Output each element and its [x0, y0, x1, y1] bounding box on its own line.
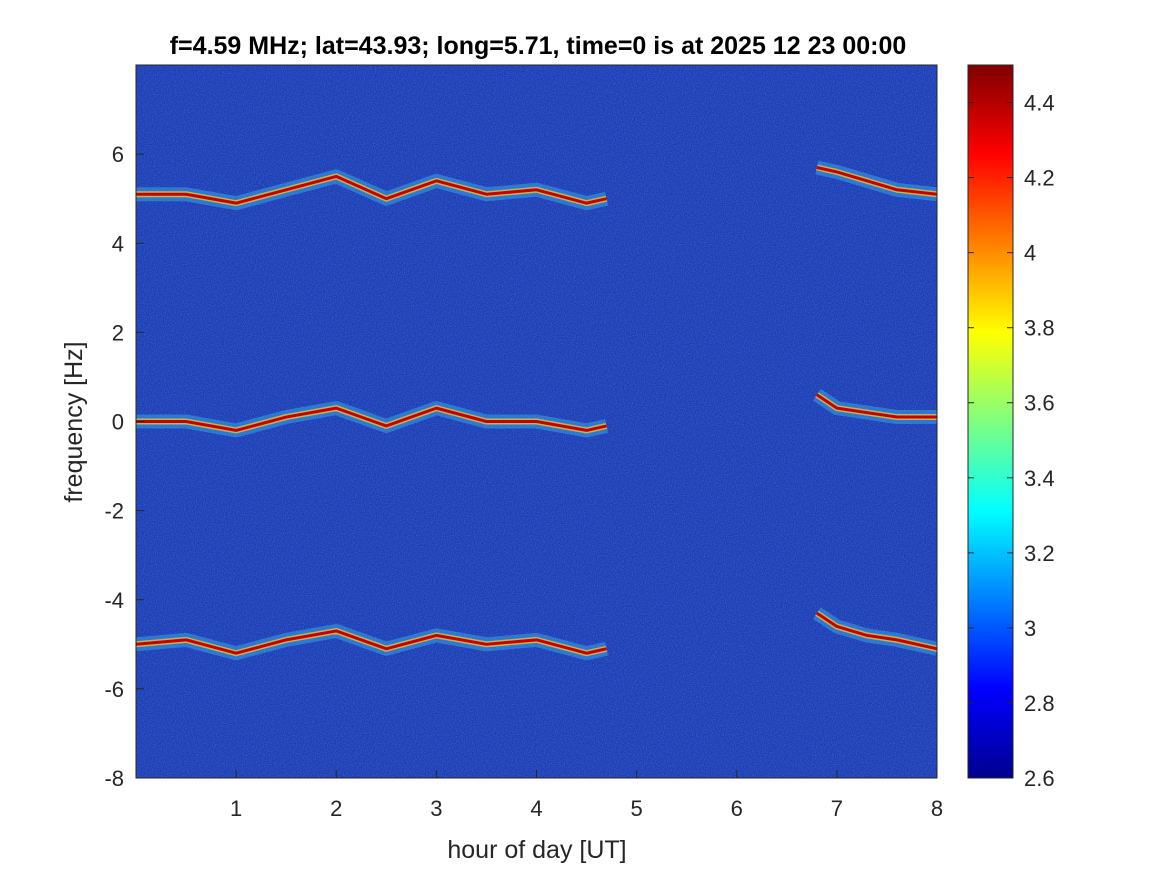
colorbar-ticks: 2.6 2.8 3 3.2 3.4 3.6 3.8 4 4.2 4.4: [968, 91, 1055, 791]
y-axis-label: frequency [Hz]: [60, 341, 88, 502]
x-tick-label: 1: [230, 796, 242, 821]
colorbar: [967, 64, 1014, 779]
colorbar-tick-label: 4: [1024, 241, 1036, 266]
x-tick-label: 8: [931, 796, 943, 821]
colorbar-tick-label: 2.8: [1024, 691, 1055, 716]
colorbar-tick-label: 4.4: [1024, 91, 1055, 116]
trace-line: [136, 629, 607, 655]
colorbar-tick-label: 3.6: [1024, 391, 1055, 416]
x-tick-label: 5: [631, 796, 643, 821]
y-tick-label: 0: [112, 410, 124, 435]
trace-line: [136, 406, 607, 432]
y-tick-label: -6: [104, 677, 124, 702]
colorbar-tick-label: 3.8: [1024, 316, 1055, 341]
y-tick-label: -2: [104, 499, 124, 524]
x-tick-label: 6: [731, 796, 743, 821]
x-tick-label: 3: [430, 796, 442, 821]
trace-line: [816, 166, 937, 196]
colorbar-tick-label: 3.4: [1024, 466, 1055, 491]
trace-line: [816, 611, 937, 651]
x-tick-label: 4: [530, 796, 542, 821]
x-tick-label: 7: [831, 796, 843, 821]
intensity-traces: [136, 160, 937, 661]
colorbar-tick-label: 2.6: [1024, 766, 1055, 791]
colorbar-tick-label: 3.2: [1024, 541, 1055, 566]
x-axis-label: hour of day [UT]: [447, 836, 626, 864]
y-tick-label: 2: [112, 320, 124, 345]
x-tick-label: 2: [330, 796, 342, 821]
trace-line: [136, 174, 607, 205]
y-tick-label: 6: [112, 142, 124, 167]
y-axis-ticks: -8 -6 -4 -2 0 2 4 6: [104, 142, 144, 791]
y-tick-label: 4: [112, 231, 124, 256]
colorbar-tick-label: 4.2: [1024, 166, 1055, 191]
y-tick-label: -8: [104, 766, 124, 791]
x-axis-ticks: 1 2 3 4 5 6 7 8: [230, 770, 943, 821]
y-tick-label: -4: [104, 588, 124, 613]
chart-title: f=4.59 MHz; lat=43.93; long=5.71, time=0…: [170, 32, 907, 60]
colorbar-tick-label: 3: [1024, 616, 1036, 641]
trace-line: [816, 393, 937, 419]
